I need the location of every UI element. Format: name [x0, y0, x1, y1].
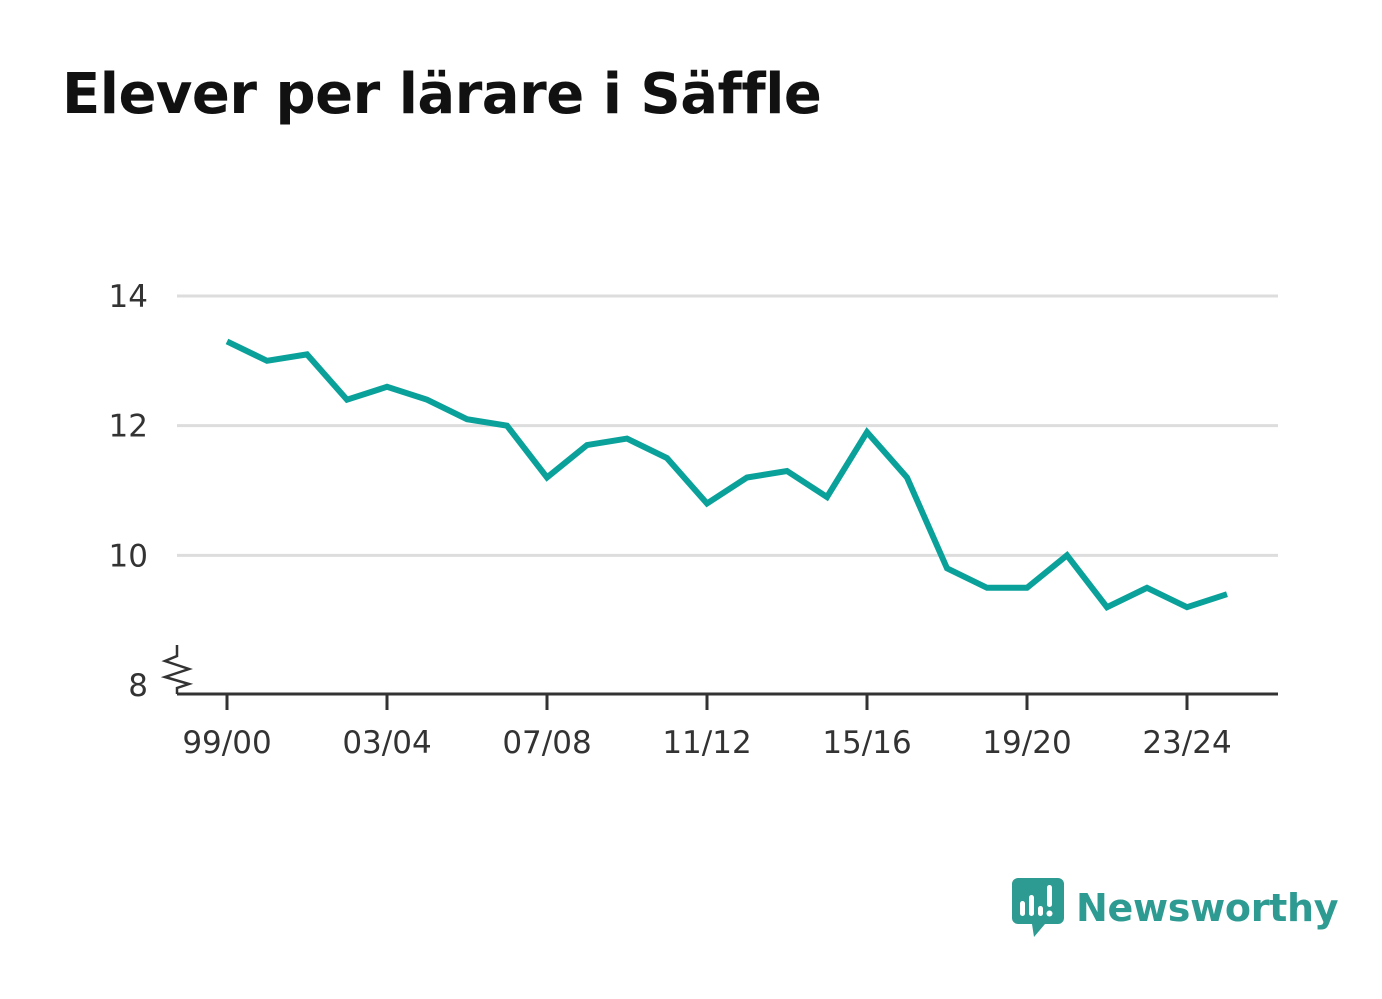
x-tick-label: 23/24 — [1142, 725, 1231, 761]
y-tick-label: 12 — [109, 409, 148, 445]
x-tick-label: 07/08 — [502, 725, 591, 761]
x-tick-label: 99/00 — [182, 725, 271, 761]
y-tick-label: 8 — [128, 668, 148, 704]
bar-chart-badge-icon — [1012, 878, 1064, 937]
chart-title: Elever per lärare i Säffle — [62, 62, 822, 127]
series-line — [225, 338, 1228, 611]
x-tick-label: 19/20 — [982, 725, 1071, 761]
x-tick-label: 03/04 — [342, 725, 431, 761]
y-tick-label: 14 — [109, 279, 148, 315]
x-tick-label: 15/16 — [822, 725, 911, 761]
x-tick-label: 11/12 — [662, 725, 751, 761]
brand-name: Newsworthy — [1076, 886, 1339, 930]
y-axis-ticks: 8 10 12 14 — [109, 279, 148, 704]
gridlines — [177, 294, 1278, 557]
y-axis-break-icon — [160, 645, 194, 694]
x-axis-ticks: 99/00 03/04 07/08 11/12 15/16 19/20 23/24 — [182, 694, 1232, 761]
y-tick-label: 10 — [109, 538, 148, 574]
brand-logo: Newsworthy — [1012, 878, 1339, 938]
